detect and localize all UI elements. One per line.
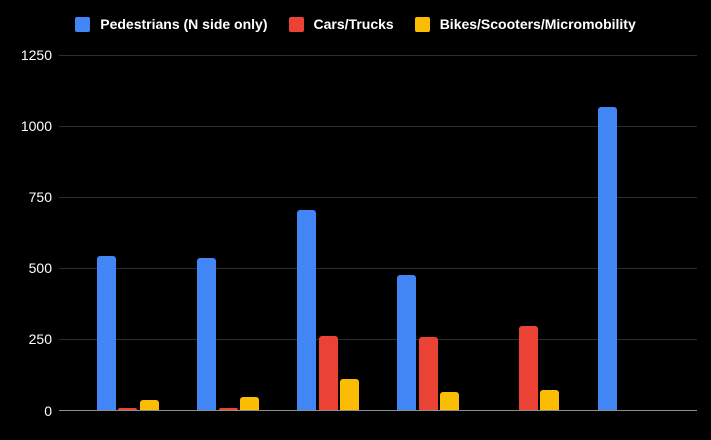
chart-legend: Pedestrians (N side only) Cars/Trucks Bi… bbox=[0, 14, 711, 34]
legend-label-cars-trucks: Cars/Trucks bbox=[313, 16, 394, 32]
y-axis-tick-label: 500 bbox=[28, 260, 52, 277]
gridline bbox=[59, 125, 697, 127]
gridline bbox=[59, 267, 697, 269]
bar-bikes-scooters-micromobility-group-2 bbox=[239, 397, 259, 411]
bar-bikes-scooters-micromobility-group-4 bbox=[440, 392, 460, 411]
gridline bbox=[59, 54, 697, 56]
legend-swatch-yellow-icon bbox=[414, 16, 430, 32]
y-axis-tick-label: 750 bbox=[28, 189, 52, 206]
legend-item-bikes-scooters: Bikes/Scooters/Micromobility bbox=[414, 16, 636, 32]
gridline bbox=[59, 338, 697, 340]
bar-pedestrians-n-side-only-group-4 bbox=[397, 274, 417, 411]
legend-swatch-red-icon bbox=[288, 16, 304, 32]
y-axis-tick-label: 1000 bbox=[20, 118, 52, 135]
gridline bbox=[59, 196, 697, 198]
bar-bikes-scooters-micromobility-group-5 bbox=[540, 389, 560, 411]
y-axis-tick-label: 0 bbox=[44, 402, 52, 419]
legend-item-pedestrians: Pedestrians (N side only) bbox=[75, 16, 268, 32]
bar-pedestrians-n-side-only-group-2 bbox=[197, 258, 217, 411]
bar-cars-trucks-group-3 bbox=[318, 335, 338, 411]
bar-pedestrians-n-side-only-group-3 bbox=[297, 209, 317, 411]
legend-label-bikes-scooters: Bikes/Scooters/Micromobility bbox=[439, 16, 636, 32]
legend-swatch-blue-icon bbox=[75, 16, 91, 32]
bar-cars-trucks-group-5 bbox=[519, 326, 538, 411]
y-axis-tick-label: 250 bbox=[28, 331, 52, 348]
bar-pedestrians-n-side-only-group-6 bbox=[597, 107, 617, 411]
bar-pedestrians-n-side-only-group-1 bbox=[97, 255, 116, 411]
bar-cars-trucks-group-2 bbox=[218, 408, 238, 411]
bar-cars-trucks-group-1 bbox=[118, 408, 138, 411]
y-axis-tick-label: 1250 bbox=[20, 47, 52, 63]
legend-label-pedestrians: Pedestrians (N side only) bbox=[100, 16, 268, 32]
bar-bikes-scooters-micromobility-group-3 bbox=[340, 378, 360, 411]
x-axis-baseline bbox=[59, 410, 697, 411]
legend-item-cars-trucks: Cars/Trucks bbox=[288, 16, 394, 32]
bar-cars-trucks-group-4 bbox=[418, 337, 438, 411]
bar-bikes-scooters-micromobility-group-1 bbox=[139, 399, 159, 411]
